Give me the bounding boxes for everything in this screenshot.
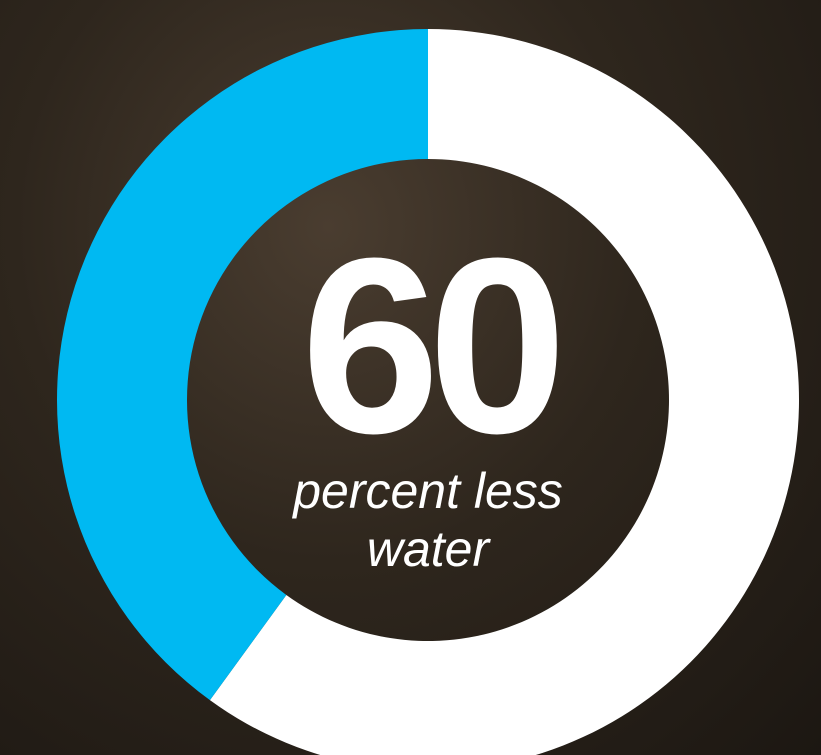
center-label: percent less water xyxy=(293,463,563,577)
donut-segment xyxy=(56,29,429,701)
ring xyxy=(56,29,799,755)
donut-segment xyxy=(209,29,799,755)
center-value: 60 xyxy=(301,206,557,485)
